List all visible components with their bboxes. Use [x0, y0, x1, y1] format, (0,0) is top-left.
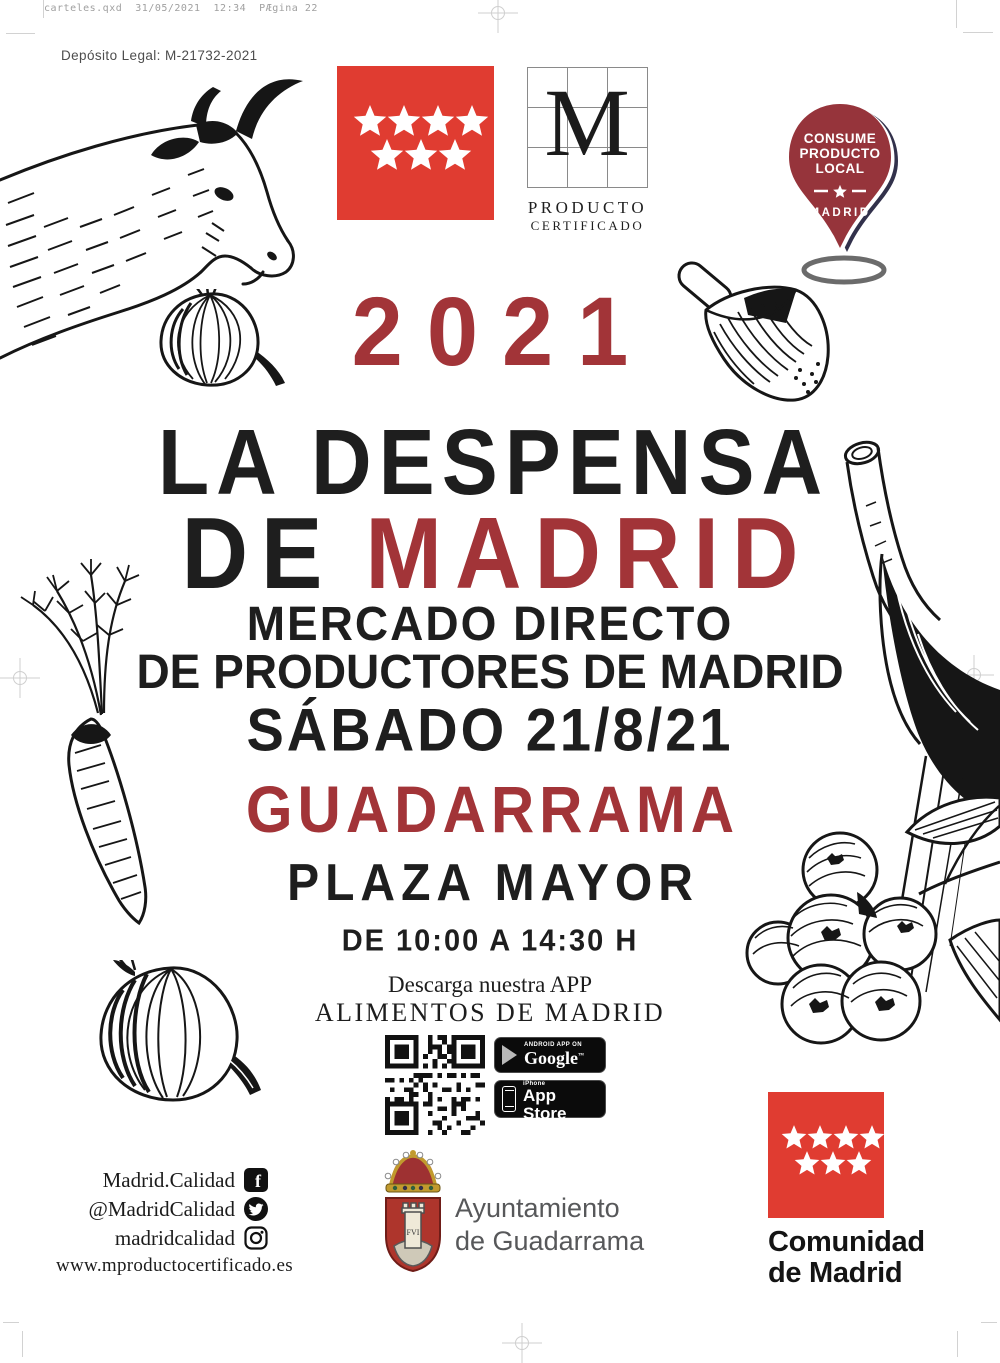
app-store-badge[interactable]: Available on the iPhone App Store [494, 1075, 606, 1123]
crop-mark [43, 0, 44, 18]
deposito-legal: Depósito Legal: M-21732-2021 [61, 48, 258, 63]
scoop-illustration [677, 261, 830, 402]
app-name-line: ALIMENTOS DE MADRID [314, 998, 666, 1027]
instagram-handle: madridcalidad [114, 1225, 235, 1250]
social-links: Madrid.Calidad f @MadridCalidad madridca… [56, 1166, 268, 1253]
play-triangle-icon [502, 1045, 517, 1065]
crop-mark [6, 33, 35, 34]
svg-text:f: f [255, 1171, 262, 1191]
iphone-icon [502, 1086, 516, 1112]
poster-title-line1: LA DESPENSA [157, 410, 830, 514]
crop-mark [3, 1322, 19, 1323]
cow-illustration [0, 79, 303, 360]
twitter-icon [244, 1197, 268, 1221]
crop-mark [963, 32, 993, 33]
producto-label: PRODUCTO [527, 198, 648, 217]
title-madrid: MADRID [365, 497, 812, 611]
title-de: DE [181, 497, 336, 611]
facebook-icon: f [244, 1168, 268, 1192]
m-monogram: M [544, 69, 629, 176]
comunidad-line1: Comunidad [768, 1226, 925, 1258]
website-url[interactable]: www.mproductocertificado.es [56, 1255, 293, 1276]
crest-inscription: FVI [407, 1228, 420, 1237]
ayuntamiento-caption: Ayuntamiento de Guadarrama [455, 1192, 644, 1258]
comunidad-madrid-caption: Comunidad de Madrid [768, 1227, 925, 1289]
google-badge-caption: ANDROID APP ON [524, 1042, 582, 1049]
crop-mark [957, 1331, 958, 1357]
pin-line1: CONSUME [804, 131, 877, 146]
crop-mark [956, 0, 957, 28]
poster-subtitle-line2: DE PRODUCTORES DE MADRID [136, 643, 844, 699]
producto-certificado-logo: M PRODUCTO CERTIFICADO [527, 67, 648, 234]
consume-producto-local-badge: CONSUME PRODUCTO LOCAL MADRID [789, 104, 898, 285]
registration-mark [502, 1323, 542, 1363]
google-tm: ™ [578, 1052, 584, 1059]
print-preview-header: carteles.qxd 31/05/2021 12:34 PÆgina 22 [44, 3, 318, 14]
poster-year: 2021 [351, 277, 653, 387]
registration-mark [478, 0, 518, 33]
appstore-badge-caption: Available on the iPhone [523, 1074, 576, 1088]
comunidad-madrid-footer-logo [768, 1092, 884, 1218]
registration-mark [0, 658, 40, 698]
poster-hours: DE 10:00 A 14:30 H [341, 924, 639, 958]
poster-date: SÁBADO 21/8/21 [246, 695, 734, 764]
comunidad-madrid-flag-logo [337, 66, 494, 220]
facebook-handle: Madrid.Calidad [102, 1167, 235, 1192]
appstore-badge-label: App Store [523, 1086, 567, 1124]
pin-line3: LOCAL [816, 161, 865, 176]
facebook-row[interactable]: Madrid.Calidad f [56, 1166, 268, 1194]
poster-venue: PLAZA MAYOR [287, 854, 699, 913]
certificado-label: CERTIFICADO [530, 218, 645, 233]
onion-illustration-top [159, 289, 285, 387]
blueberries-illustration [745, 795, 1000, 1045]
crop-mark [22, 1331, 23, 1357]
onion-illustration-bottom [99, 960, 261, 1102]
instagram-row[interactable]: madridcalidad [56, 1224, 268, 1252]
twitter-handle: @MadridCalidad [88, 1196, 235, 1221]
carrot-illustration [20, 559, 148, 926]
ayuntamiento-line1: Ayuntamiento [455, 1193, 620, 1223]
qr-code[interactable] [385, 1035, 485, 1135]
guadarrama-coat-of-arms: FVI [384, 1150, 442, 1273]
poster-subtitle-line1: MERCADO DIRECTO [246, 595, 734, 651]
instagram-icon [244, 1226, 268, 1250]
comunidad-line2: de Madrid [768, 1257, 903, 1289]
twitter-row[interactable]: @MadridCalidad [56, 1195, 268, 1223]
google-play-badge[interactable]: ANDROID APP ON Google™ [494, 1037, 606, 1073]
poster-town: GUADARRAMA [245, 772, 740, 847]
pin-city: MADRID [810, 207, 871, 219]
ayuntamiento-line2: de Guadarrama [455, 1226, 645, 1256]
m-monogram-grid: M [527, 67, 648, 188]
crop-mark [981, 1322, 997, 1323]
poster-title-line2: DE MADRID [110, 503, 870, 604]
pin-line2: PRODUCTO [799, 146, 880, 161]
app-download-line: Descarga nuestra APP [388, 972, 592, 997]
pin-base-ring [801, 255, 887, 285]
google-badge-label: Google™ [524, 1047, 584, 1068]
